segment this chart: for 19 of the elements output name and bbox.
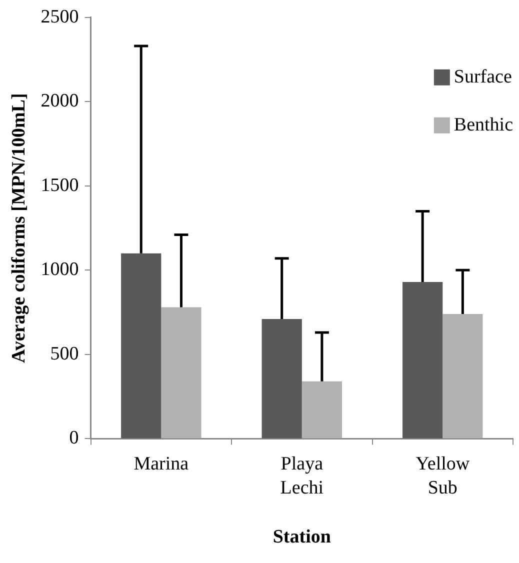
y-tick-label: 2000	[40, 90, 79, 112]
bar	[442, 314, 483, 438]
y-tick-label: 0	[69, 428, 79, 449]
y-tick-label: 2500	[40, 6, 79, 28]
y-tick-label: 1000	[40, 259, 79, 280]
x-tick-label: Marina	[134, 454, 190, 475]
legend-label: Benthic	[454, 114, 514, 136]
y-tick-label: 1500	[40, 174, 79, 196]
bar	[161, 307, 202, 438]
x-tick-label: Yellow Sub	[416, 454, 470, 498]
bar	[302, 381, 342, 438]
bar	[262, 319, 302, 438]
y-axis-title: Average coliforms [MPN/100mL]	[8, 93, 30, 363]
x-axis-title: Station	[272, 526, 332, 548]
legend-label: Surface	[454, 66, 512, 88]
bar	[121, 253, 162, 438]
y-tick-label: 500	[50, 343, 79, 364]
bar	[402, 282, 443, 438]
x-tick-label: Playa Lechi	[280, 454, 324, 498]
